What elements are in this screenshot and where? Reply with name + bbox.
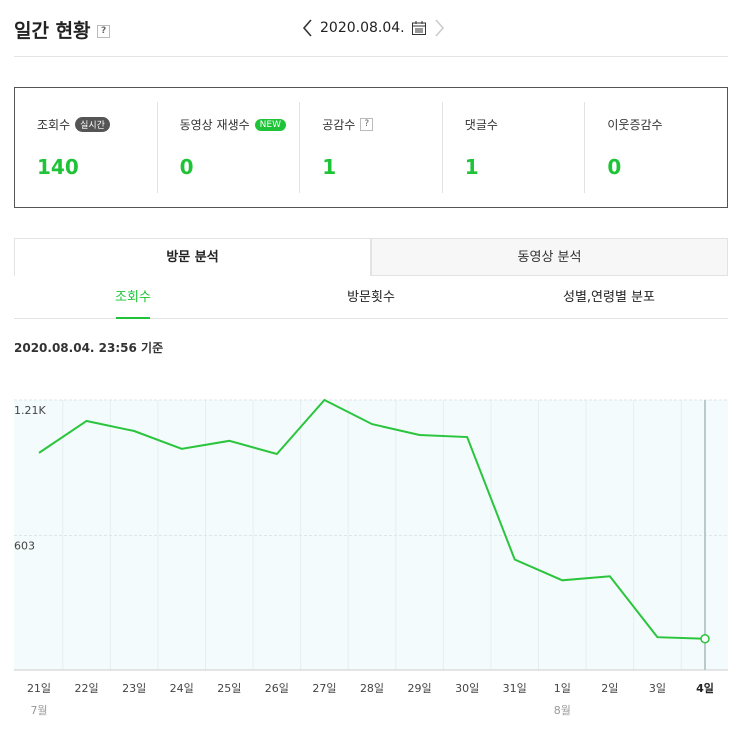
tab[interactable]: 동영상 분석	[371, 238, 728, 276]
date: 2020.08.04.	[320, 20, 405, 36]
x-tick-label: 22일	[75, 681, 99, 695]
stats-box: 조회수 실시간 140 동영상 재생수 NEW 0 공감수? 1 댓글수 1 이웃증감수 0	[14, 87, 728, 208]
stat: 공감수? 1	[299, 102, 442, 193]
calendar-icon[interactable]	[411, 20, 427, 36]
stat-label-row: 동영상 재생수 NEW	[180, 116, 300, 133]
next-arrow[interactable]	[433, 18, 447, 38]
stat: 조회수 실시간 140	[15, 102, 157, 193]
x-tick-label: 1일	[554, 681, 571, 695]
date-nav: 2020.08.04.	[300, 18, 447, 38]
stat-label-row: 이웃증감수	[607, 116, 727, 133]
stat: 동영상 재생수 NEW 0	[156, 102, 300, 193]
current-point	[700, 634, 710, 644]
data-line	[38, 398, 706, 640]
y-tick-label: 603	[14, 539, 35, 552]
subtab[interactable]: 성별,연령별 분포	[563, 290, 655, 305]
month-label: 8월	[554, 704, 571, 717]
page-title: 일간 현황 ?	[14, 16, 111, 43]
chart: 603 1.21K 21일 7월 22일 23일 24일 25일 26일 27일 28일 29일 30일…	[14, 398, 728, 717]
subtab[interactable]: 조회수	[14, 286, 252, 319]
help-icon[interactable]: ?	[360, 118, 374, 131]
stat-value: 1	[322, 155, 337, 179]
subtabs: 조회수 방문횟수 성별,연령별 분포	[14, 286, 728, 319]
stat-label-row: 조회수 실시간	[37, 116, 157, 133]
x-tick-label: 21일	[27, 681, 51, 695]
stat-value: 0	[607, 155, 622, 179]
stat-label: 이웃증감수	[607, 118, 663, 132]
prev-arrow[interactable]	[300, 18, 314, 38]
stat-value: 0	[179, 155, 194, 179]
stat-label: 공감수	[322, 118, 356, 132]
title-text: 일간 현황	[14, 20, 91, 42]
badge: 실시간	[75, 117, 110, 132]
stat: 이웃증감수 0	[584, 102, 727, 193]
stat-label: 동영상 재생수	[179, 118, 250, 132]
tab[interactable]: 방문 분석	[14, 238, 371, 276]
stat: 댓글수 1	[441, 102, 585, 193]
stat-label-row: 공감수?	[322, 116, 442, 133]
month-label: 7월	[30, 704, 47, 717]
tabs: 방문 분석 동영상 분석	[14, 238, 728, 276]
divider	[14, 56, 728, 57]
stat-label: 조회수	[37, 118, 71, 132]
timestamp: 2020.08.04. 23:56 기준	[14, 341, 164, 355]
subtab[interactable]: 방문횟수	[347, 290, 395, 305]
x-tick-label: 24일	[170, 681, 194, 695]
stat-label-row: 댓글수	[465, 116, 585, 133]
x-tick-label: 4일	[696, 681, 714, 695]
y-tick-label: 1.21K	[14, 404, 46, 417]
x-tick-label: 28일	[360, 681, 384, 695]
x-tick-label: 29일	[408, 681, 432, 695]
x-tick-label: 3일	[649, 681, 666, 695]
x-tick-label: 25일	[217, 681, 241, 695]
x-tick-label: 2일	[601, 681, 618, 695]
help-icon[interactable]: ?	[97, 25, 111, 38]
x-tick-label: 27일	[312, 681, 336, 695]
x-tick-label: 30일	[455, 681, 479, 695]
x-tick-label: 31일	[503, 681, 527, 695]
badge: NEW	[254, 118, 286, 131]
x-tick-label: 23일	[122, 681, 146, 695]
stat-label: 댓글수	[464, 118, 498, 132]
x-tick-label: 26일	[265, 681, 289, 695]
stat-value: 140	[37, 155, 79, 179]
stat-value: 1	[464, 155, 479, 179]
